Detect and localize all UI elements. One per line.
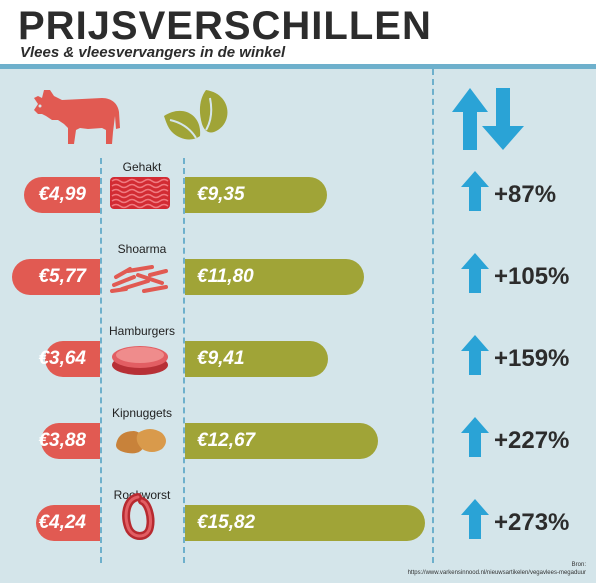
source-note: Bron: https://www.varkensinnood.nl/nieuw…	[408, 561, 586, 577]
leaf-icon	[164, 90, 228, 140]
price-difference-label: +227%	[494, 427, 570, 454]
column-divider	[432, 69, 434, 563]
meat-substitute-price-bar: €9,41	[185, 341, 328, 377]
increase-arrow	[460, 415, 490, 464]
meat-price-bar: €5,77	[12, 259, 100, 295]
smoked-sausage-icon	[122, 493, 155, 540]
up-arrow-icon	[461, 171, 489, 211]
meat-substitute-price-bar: €11,80	[185, 259, 364, 295]
shawarma-icon	[110, 265, 168, 293]
up-arrow-icon	[461, 499, 489, 539]
meat-price-bar: €3,64	[38, 341, 100, 377]
cow-icon	[34, 90, 120, 144]
source-url: https://www.varkensinnood.nl/nieuwsartik…	[407, 570, 586, 576]
product-label: Shoarma	[117, 242, 167, 256]
minced-meat-icon	[110, 177, 170, 209]
increase-arrow	[460, 497, 490, 546]
burger-patties-icon	[112, 346, 168, 375]
increase-arrow	[460, 333, 490, 382]
meat-substitute-price-bar: €12,67	[185, 423, 378, 459]
product-label: Gehakt	[122, 160, 162, 174]
up-arrow-icon	[461, 417, 489, 457]
left-divider	[100, 158, 102, 563]
price-difference-label: +105%	[494, 263, 570, 290]
product-label: Hamburgers	[108, 324, 176, 338]
page-title: PRIJSVERSCHILLEN	[18, 4, 432, 48]
price-difference-label: +159%	[494, 345, 570, 372]
price-difference-label: +273%	[494, 509, 570, 536]
source-label: Bron:	[571, 562, 586, 568]
meat-substitute-price-bar: €9,35	[185, 177, 327, 213]
up-arrow-icon	[461, 253, 489, 293]
price-difference-label: +87%	[494, 181, 557, 208]
meat-price-bar: €3,88	[38, 423, 100, 459]
meat-substitute-price-bar: €15,82	[185, 505, 425, 541]
chicken-nuggets-icon	[116, 429, 166, 454]
product-label: Kipnuggets	[111, 406, 173, 420]
right-divider	[183, 158, 185, 563]
page-subtitle: Vlees & vleesvervangers in de winkel	[20, 44, 286, 61]
chart-panel	[0, 64, 596, 583]
up-down-arrows-icon	[452, 88, 524, 150]
increase-arrow	[460, 169, 490, 218]
increase-arrow	[460, 251, 490, 300]
up-arrow-icon	[461, 335, 489, 375]
meat-price-bar: €4,24	[36, 505, 100, 541]
meat-price-bar: €4,99	[24, 177, 100, 213]
